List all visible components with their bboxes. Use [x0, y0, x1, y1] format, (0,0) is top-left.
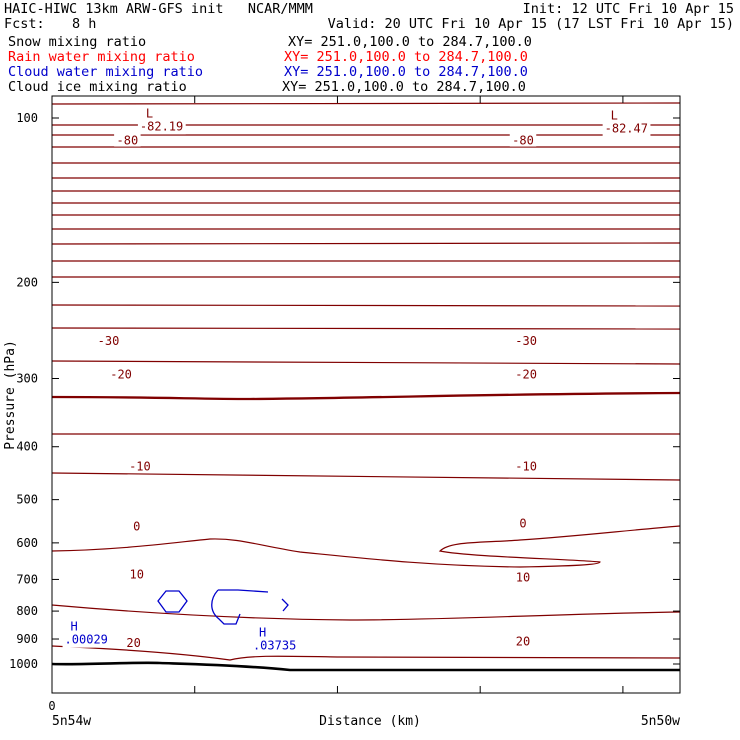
- contour-label-bg: [513, 570, 533, 584]
- extremum-type: L: [146, 106, 153, 120]
- contour-label: -30: [98, 334, 120, 348]
- field-name-rain: Rain water mixing ratio: [8, 49, 195, 65]
- cloud-water-contour: [211, 589, 289, 625]
- contour-label-bg: [517, 516, 529, 530]
- extremum-bg: [602, 109, 651, 137]
- distance-axis: [194, 96, 624, 693]
- field-name-cloud-water: Cloud water mixing ratio: [8, 64, 204, 80]
- temp-contour: [51, 102, 681, 105]
- x-left-location: 5n54w: [52, 714, 91, 729]
- contour-label-bg: [131, 519, 143, 533]
- y-tick-label: 400: [16, 440, 38, 454]
- extremum-bg: [62, 620, 111, 648]
- contour-label-bg: [114, 133, 141, 147]
- temp-contour: [51, 645, 681, 661]
- contour-label-bg: [509, 133, 537, 147]
- contour-label-bg: [512, 367, 540, 381]
- contour-label: -80: [512, 134, 534, 148]
- x-axis-label: Distance (km): [319, 714, 421, 729]
- field-xy-cloud-water: XY= 251.0,100.0 to 284.7,100.0: [284, 64, 528, 80]
- extremum-value: -82.47: [605, 122, 648, 136]
- field-xy-cloud-ice: XY= 251.0,100.0 to 284.7,100.0: [282, 79, 526, 95]
- extremum-value: .00029: [65, 633, 108, 647]
- plot-title: HAIC-HIWC 13km ARW-GFS init NCAR/MMM: [4, 1, 313, 17]
- extremum-bg: [137, 107, 186, 135]
- surface-pressure-line: [51, 661, 681, 673]
- temp-contour: [51, 242, 681, 245]
- field-xy-snow: XY= 251.0,100.0 to 284.7,100.0: [288, 34, 532, 50]
- temp-contour-zero: [51, 391, 681, 401]
- contour-label-bg: [512, 459, 540, 473]
- contour-label: -10: [515, 460, 537, 474]
- contour-label: 20: [516, 635, 530, 649]
- field-name-cloud-ice: Cloud ice mixing ratio: [8, 79, 187, 95]
- y-tick-label: 1000: [9, 657, 38, 671]
- contour-label-bg: [107, 367, 135, 381]
- y-tick-label: 300: [16, 372, 38, 386]
- x-right-location: 5n50w: [641, 714, 680, 729]
- contour-label: 10: [130, 567, 144, 581]
- forecast-hour: 8 h: [72, 16, 97, 32]
- contour-label-bg: [512, 333, 540, 347]
- temperature-contours: [51, 102, 681, 661]
- contour-label-bg: [126, 459, 154, 473]
- y-tick-label: 200: [16, 275, 38, 289]
- extremum-value: .03735: [253, 638, 296, 652]
- field-name-snow: Snow mixing ratio: [8, 34, 147, 50]
- y-tick-label: 100: [16, 111, 38, 125]
- y-tick-label: 600: [16, 536, 38, 550]
- temp-contour: [51, 525, 681, 568]
- contour-label: 20: [126, 636, 140, 650]
- x-start-label: 0: [48, 699, 55, 713]
- y-tick-label: 500: [16, 493, 38, 507]
- extremum-type: H: [71, 620, 78, 634]
- cloud-water-contour: [157, 590, 188, 613]
- y-tick-label: 800: [16, 604, 38, 618]
- extremum-value: -82.19: [140, 119, 183, 133]
- temp-contour: [51, 327, 681, 330]
- y-axis-label: Pressure (hPa): [3, 340, 18, 450]
- contour-label: -20: [110, 368, 132, 382]
- contour-label: -10: [129, 460, 151, 474]
- temp-contour: [51, 360, 681, 365]
- contour-label: -30: [515, 334, 537, 348]
- contour-label: 0: [519, 517, 526, 531]
- contour-label: -80: [117, 134, 139, 148]
- forecast-label: Fcst:: [4, 16, 45, 32]
- contour-label-bg: [95, 333, 122, 347]
- temp-contour: [51, 604, 681, 621]
- temp-contour: [51, 304, 681, 307]
- cloud-water-contours: [157, 589, 289, 625]
- y-tick-label: 900: [16, 632, 38, 646]
- contour-label: 10: [516, 571, 530, 585]
- contour-label: -20: [515, 368, 537, 382]
- plot-frame: [51, 95, 681, 694]
- contour-label-bg: [127, 567, 147, 581]
- field-xy-rain: XY= 251.0,100.0 to 284.7,100.0: [284, 49, 528, 65]
- y-tick-label: 700: [16, 572, 38, 586]
- contour-label-bg: [513, 634, 533, 648]
- extremum-type: H: [259, 625, 266, 639]
- contour-label: 0: [133, 520, 140, 534]
- valid-time: Valid: 20 UTC Fri 10 Apr 15 (17 LST Fri …: [327, 16, 734, 32]
- contour-label-bg: [124, 635, 144, 649]
- temp-contour: [51, 472, 681, 481]
- extremum-type: L: [611, 109, 618, 123]
- contour-labels: -80 -80 -30 -30 -20 -20 -10 -10 0 0 10 10 20 20: [95, 133, 540, 650]
- init-time: Init: 12 UTC Fri 10 Apr 15: [522, 1, 734, 17]
- extremum-bg: [250, 626, 299, 654]
